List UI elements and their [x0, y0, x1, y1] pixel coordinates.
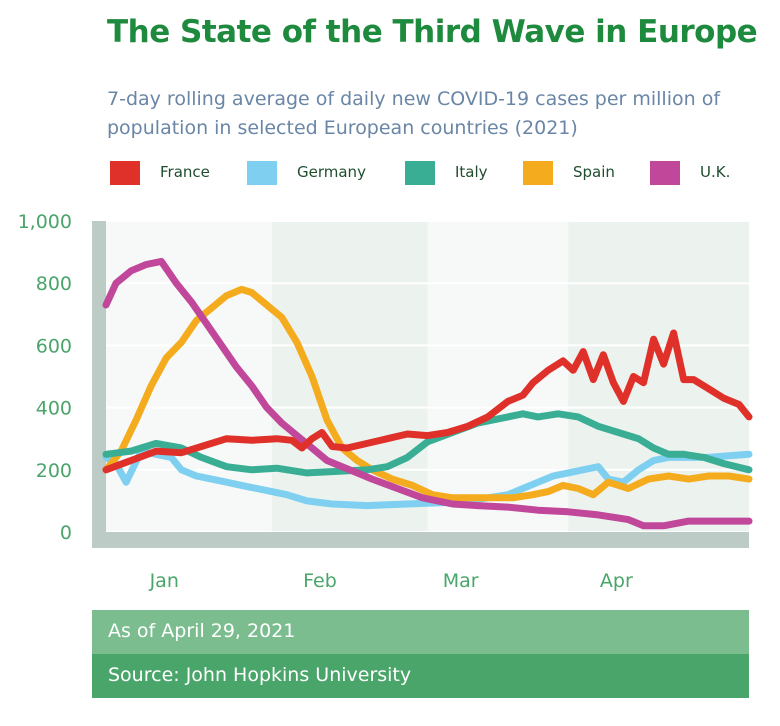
legend-label-italy: Italy [455, 163, 488, 181]
page-subtitle: 7-day rolling average of daily new COVID… [107, 88, 721, 139]
source-banner: Source: John Hopkins University [92, 654, 749, 698]
legend-label-spain: Spain [573, 163, 615, 181]
x-tick-label: Jan [149, 570, 179, 592]
legend-swatch-spain [523, 161, 553, 185]
legend-label-germany: Germany [297, 163, 366, 181]
as-of-text: As of April 29, 2021 [108, 620, 296, 642]
month-band [427, 221, 569, 532]
y-tick-label: 400 [36, 398, 72, 420]
y-tick-label: 800 [36, 273, 72, 295]
x-axis-bar [92, 532, 749, 548]
legend-swatch-germany [247, 161, 277, 185]
y-tick-label: 1,000 [18, 211, 72, 233]
legend-label-france: France [160, 163, 210, 181]
as-of-banner: As of April 29, 2021 [92, 610, 749, 654]
legend-swatch-uk [650, 161, 680, 185]
legend-label-uk: U.K. [700, 163, 731, 181]
x-tick-label: Mar [443, 570, 479, 592]
y-axis-bar [92, 221, 106, 548]
line-chart: 0 200 400 600 800 1,000 Jan Feb Mar Apr [18, 211, 753, 592]
source-text: Source: John Hopkins University [108, 664, 412, 686]
y-tick-label: 0 [60, 522, 72, 544]
series-line-france [102, 329, 753, 474]
legend: France Germany Italy Spain U.K. [110, 160, 750, 186]
page-title: The State of the Third Wave in Europe [107, 14, 758, 50]
x-tick-label: Feb [303, 570, 337, 592]
y-tick-label: 200 [36, 460, 72, 482]
legend-swatch-france [110, 161, 140, 185]
legend-swatch-italy [405, 161, 435, 185]
y-tick-label: 600 [36, 335, 72, 357]
x-tick-label: Apr [600, 570, 633, 592]
series-line-uk [102, 257, 753, 530]
